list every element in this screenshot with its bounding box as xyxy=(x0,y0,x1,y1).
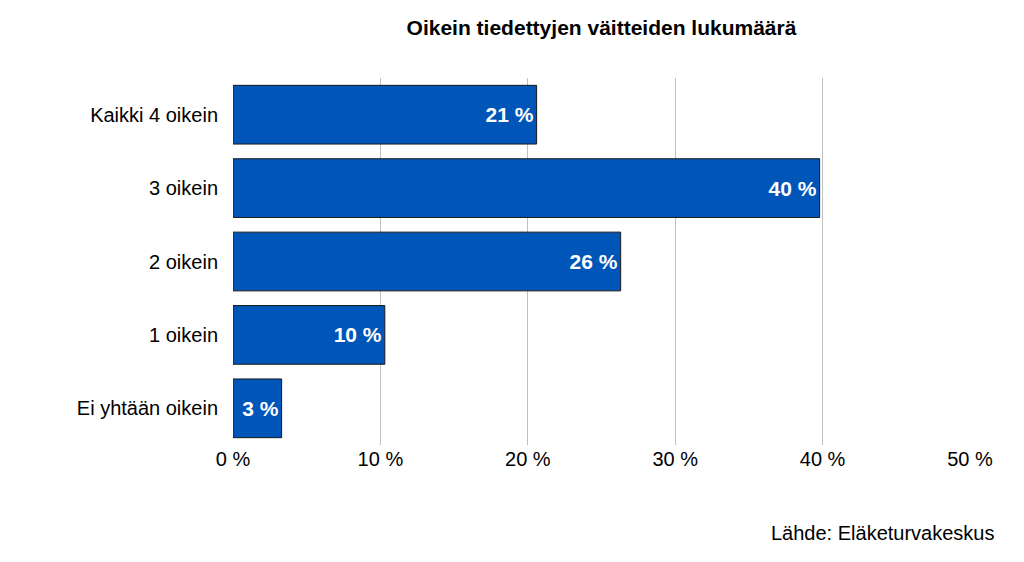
svg-text:3 oikein: 3 oikein xyxy=(149,177,218,199)
svg-text:40 %: 40 % xyxy=(768,177,816,200)
svg-text:26 %: 26 % xyxy=(569,250,617,273)
svg-text:10 %: 10 % xyxy=(334,323,382,346)
svg-text:Lähde: Eläketurvakeskus: Lähde: Eläketurvakeskus xyxy=(771,522,994,544)
svg-text:2 oikein: 2 oikein xyxy=(149,251,218,273)
svg-text:40 %: 40 % xyxy=(800,448,846,470)
svg-text:1 oikein: 1 oikein xyxy=(149,324,218,346)
svg-text:Ei yhtään oikein: Ei yhtään oikein xyxy=(77,397,218,419)
svg-text:20 %: 20 % xyxy=(505,448,551,470)
svg-text:Kaikki 4 oikein: Kaikki 4 oikein xyxy=(90,104,218,126)
svg-text:3 %: 3 % xyxy=(242,397,279,420)
svg-text:Oikein tiedettyjen väitteiden: Oikein tiedettyjen väitteiden lukumäärä xyxy=(407,16,797,39)
svg-text:21 %: 21 % xyxy=(485,103,533,126)
svg-text:50 %: 50 % xyxy=(947,448,993,470)
svg-text:30 %: 30 % xyxy=(652,448,698,470)
svg-text:0 %: 0 % xyxy=(216,448,251,470)
svg-text:10 %: 10 % xyxy=(358,448,404,470)
